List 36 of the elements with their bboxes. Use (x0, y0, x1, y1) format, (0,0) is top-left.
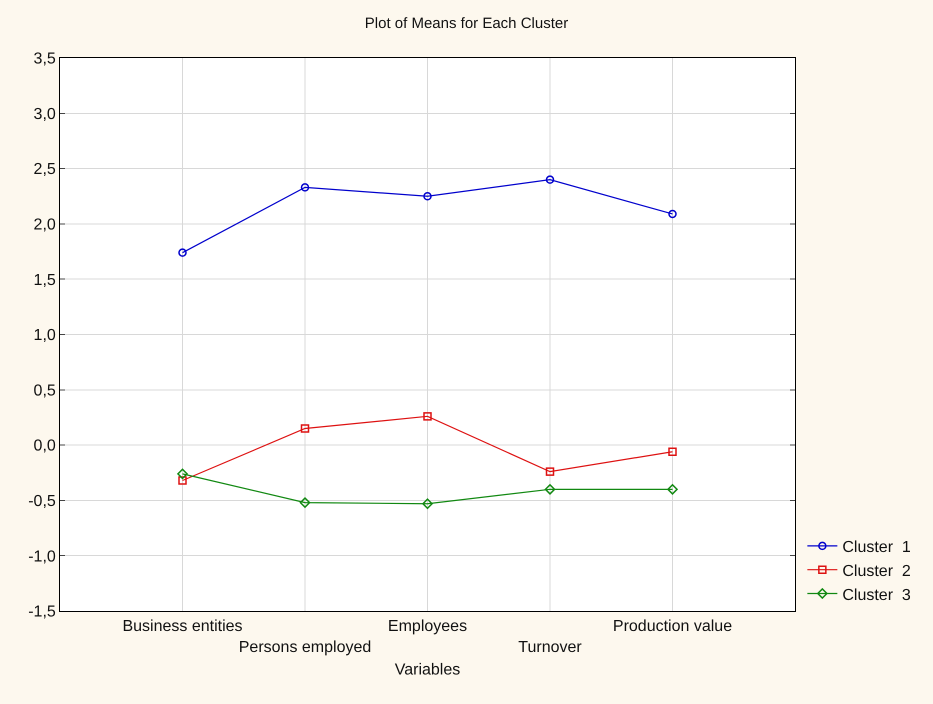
point (300, 497, 310, 508)
legend-label: Cluster 2 (842, 562, 911, 580)
y-tick-label: -1,5 (28, 604, 56, 621)
y-tick-label: -0,5 (28, 493, 56, 510)
chart-title: Plot of Means for Each Cluster (364, 15, 568, 32)
point (300, 183, 310, 192)
point (667, 484, 678, 495)
y-tick-label: 1,5 (34, 272, 56, 289)
x-tick-label: Employees (388, 618, 468, 636)
y-tick-label: 0,5 (34, 382, 56, 400)
point (668, 447, 677, 456)
y-tick-label: 1,0 (34, 327, 56, 344)
y-tick-label: 3,0 (34, 106, 56, 123)
y-tick-label: -1,0 (28, 548, 56, 566)
legend-label: Cluster 3 (842, 586, 911, 604)
point (422, 498, 433, 510)
y-tick-label: 3,5 (34, 50, 56, 68)
y-tick-label: 0,0 (34, 438, 56, 455)
point (423, 192, 432, 200)
x-axis-title: Variables (394, 662, 460, 679)
point (668, 210, 677, 218)
point (300, 424, 310, 433)
point (178, 476, 187, 485)
x-tick-label: Turnover (518, 639, 582, 656)
x-tick-label: Business entities (122, 618, 243, 636)
point (546, 175, 554, 184)
x-tick-label: Production value (612, 618, 732, 636)
point (177, 468, 188, 480)
legend-label: Cluster 1 (842, 539, 911, 556)
y-tick-label: 2,5 (34, 161, 56, 178)
y-tick-label: 2,0 (34, 216, 56, 234)
point (544, 484, 556, 495)
point (178, 248, 187, 257)
point (546, 467, 554, 476)
point (423, 412, 432, 421)
x-tick-label: Persons employed (238, 639, 372, 656)
